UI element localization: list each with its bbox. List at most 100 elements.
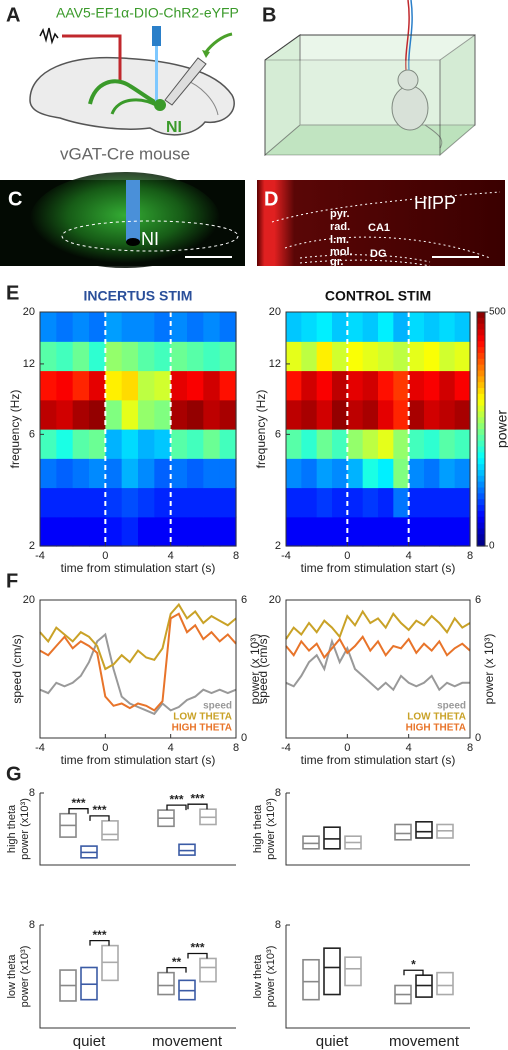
box-edge	[264, 34, 475, 61]
layer-label: l.m.	[330, 234, 349, 246]
heatmap-cell	[154, 370, 172, 401]
heatmap-cell	[439, 429, 456, 459]
colorbar-label: power	[494, 410, 508, 448]
heatmap-cell	[301, 487, 318, 518]
heatmap-cell	[203, 399, 221, 430]
y-tick-label: 6	[475, 594, 481, 606]
heatmap-cell	[121, 312, 139, 342]
heatmap-cell	[170, 399, 188, 430]
colorbar-band	[477, 475, 485, 483]
heatmap-cell	[105, 516, 123, 547]
heatmap-cell	[138, 312, 155, 342]
heatmap-cell	[219, 341, 237, 372]
significance-label: ***	[190, 791, 204, 805]
heatmap-cell	[203, 370, 221, 401]
significance-bracket	[166, 966, 187, 973]
heatmap-cell	[393, 458, 410, 489]
heatmap-cell	[301, 458, 318, 489]
y-axis-label: power (x10³)	[19, 946, 31, 1008]
heatmap-cell	[286, 487, 302, 518]
significance-bracket	[187, 803, 208, 810]
data-line	[285, 635, 471, 660]
heatmap-cell	[408, 341, 425, 372]
heatmap-cell	[316, 399, 333, 430]
x-tick-label: 8	[467, 550, 473, 562]
heatmap-cell	[378, 516, 394, 547]
heatmap-cell	[454, 312, 471, 342]
region-label: NI	[166, 119, 182, 136]
colorbar-tick-label: 0	[489, 541, 495, 552]
heatmap-cell	[347, 429, 364, 459]
heatmap-cell	[105, 312, 123, 342]
heatmap-cell	[105, 458, 123, 489]
y-axis-label: frequency (Hz)	[254, 390, 268, 469]
y-tick-label: 6	[241, 594, 247, 606]
significance-label: ***	[92, 928, 106, 942]
heatmap-cell	[56, 458, 74, 489]
panel-label: A	[6, 4, 20, 26]
heatmap-cell	[286, 370, 302, 401]
colorbar-band	[477, 464, 485, 471]
heatmap-cell	[439, 312, 456, 342]
heatmap-cell	[154, 516, 172, 547]
colorbar-band	[477, 452, 485, 459]
heatmap-cell	[424, 487, 440, 518]
colorbar-band	[477, 440, 485, 448]
heatmap-cell	[439, 487, 456, 518]
heatmap-cell	[105, 487, 123, 518]
significance-bracket	[187, 952, 208, 959]
heatmap-cell	[454, 516, 471, 547]
colorbar-band	[477, 429, 485, 436]
box	[302, 835, 320, 850]
heatmap-cell	[154, 429, 172, 459]
heatmap-cell	[154, 341, 172, 372]
heatmap-cell	[393, 487, 410, 518]
heatmap-cell	[301, 429, 318, 459]
colorbar-band	[477, 347, 485, 354]
colorbar-band	[477, 411, 485, 418]
heatmap-cell	[138, 458, 155, 489]
x-tick-label: 4	[406, 550, 412, 562]
panel-label: G	[6, 763, 22, 785]
x-axis-label: time from stimulation start (s)	[61, 753, 216, 767]
heatmap-cell	[105, 370, 123, 401]
heatmap-cell	[286, 516, 302, 547]
heatmap-cell	[347, 458, 364, 489]
heatmap-cell	[362, 458, 379, 489]
colorbar-band	[477, 335, 485, 342]
data-line	[39, 602, 237, 671]
heatmap-cell	[454, 399, 471, 430]
heatmap-cell	[393, 312, 410, 342]
x-tick-label: 0	[344, 742, 350, 754]
y-axis-label: low theta	[6, 954, 18, 999]
colorbar-band	[477, 499, 485, 506]
heatmap-cell	[170, 458, 188, 489]
box	[178, 843, 196, 856]
heatmap-cell	[347, 487, 364, 518]
y-tick-label: 12	[269, 358, 281, 370]
heatmap-cell	[105, 429, 123, 459]
syringe	[164, 57, 207, 106]
colorbar-band	[477, 522, 485, 530]
colorbar-band	[477, 393, 485, 401]
heatmap-cell	[40, 516, 57, 547]
heatmap-cell	[187, 399, 204, 430]
heatmap-cell	[105, 341, 123, 372]
heatmap-cell	[454, 429, 471, 459]
y-axis-label: speed (cm/s)	[10, 634, 24, 703]
heatmap-cell	[362, 516, 379, 547]
heatmap-cell	[121, 341, 139, 372]
significance-bracket	[403, 969, 424, 976]
heatmap-cell	[286, 429, 302, 459]
heatmap-cell	[121, 429, 139, 459]
panel-label: F	[6, 570, 18, 592]
colorbar-band	[477, 528, 485, 535]
heatmap-cell	[187, 487, 204, 518]
heatmap-cell	[72, 458, 90, 489]
box-front	[264, 59, 441, 156]
heatmap-cell	[121, 458, 139, 489]
heatmap-cell	[408, 312, 425, 342]
box	[323, 826, 341, 850]
heatmap-cell	[121, 516, 139, 547]
